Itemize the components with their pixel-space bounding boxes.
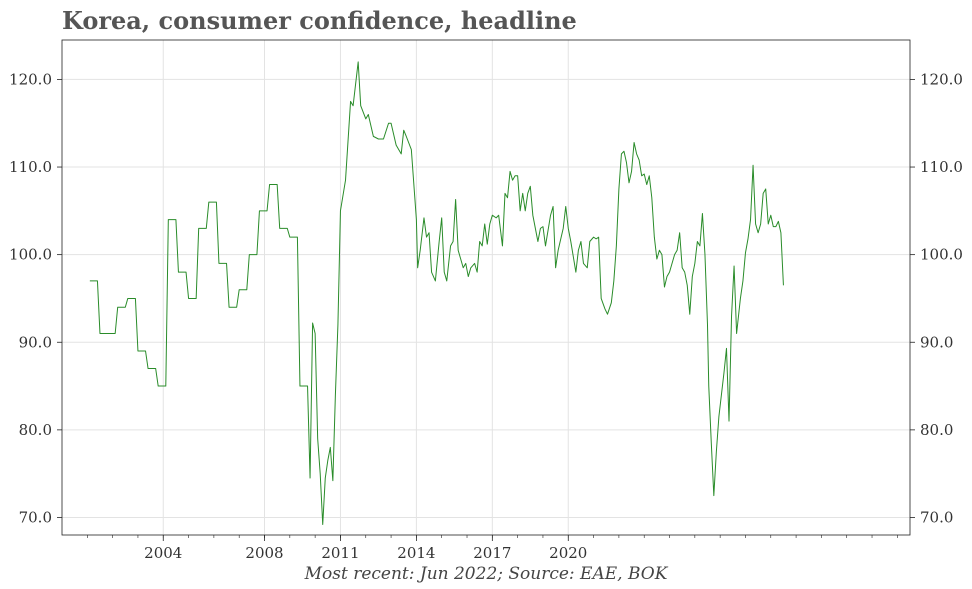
y-tick-label-right: 100.0 [920, 246, 963, 264]
series-line [89, 61, 784, 525]
x-tick-label: 2017 [473, 544, 511, 562]
plot-frame [61, 39, 911, 536]
x-tick-label: 2020 [549, 544, 587, 562]
y-tick-label-left: 70.0 [19, 508, 52, 526]
x-tick-label: 2008 [245, 544, 283, 562]
y-tick-label-right: 70.0 [920, 508, 953, 526]
y-tick-label-right: 90.0 [920, 333, 953, 351]
y-tick-label-right: 80.0 [920, 421, 953, 439]
series-layer [89, 61, 784, 525]
y-tick-label-left: 110.0 [9, 158, 52, 176]
x-tick-label: 2014 [397, 544, 435, 562]
y-tick-label-left: 90.0 [19, 333, 52, 351]
gridlines [62, 40, 910, 535]
x-tick-label: 2004 [144, 544, 182, 562]
x-tick-label: 2011 [321, 544, 359, 562]
axes: 70.0 70.0 80.0 80.0 90.0 90.0 100.0 100.0 110.0 1… [9, 70, 963, 562]
y-tick-label-left: 100.0 [9, 246, 52, 264]
y-tick-label-right: 120.0 [920, 70, 963, 88]
y-tick-label-right: 110.0 [920, 158, 963, 176]
y-tick-label-left: 120.0 [9, 70, 52, 88]
chart-caption: Most recent: Jun 2022; Source: EAE, BOK [304, 564, 668, 584]
y-tick-label-left: 80.0 [19, 421, 52, 439]
chart-title: Korea, consumer confidence, headline [62, 6, 577, 35]
